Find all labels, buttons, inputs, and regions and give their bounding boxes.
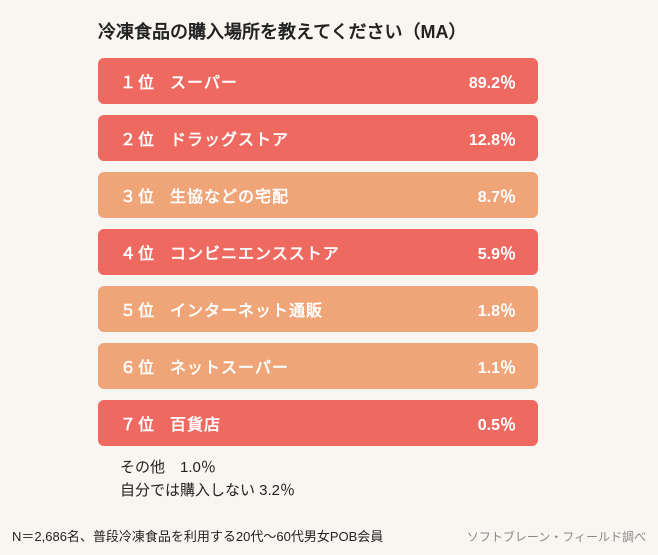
bar-rank: １位 [120,69,156,93]
notes: その他 1.0％ 自分では購入しない 3.2％ [120,457,658,502]
bar-label: 百貨店 [170,411,221,435]
bar-row: ６位ネットスーパー 1.1％ [98,343,538,389]
bar-label: ドラッグストア [170,126,289,150]
bar-label: スーパー [170,69,238,93]
bar-left: ７位百貨店 [120,411,221,435]
bar-rank: ７位 [120,411,156,435]
chart-title: 冷凍食品の購入場所を教えてください（MA） [98,18,658,44]
footer-right: ソフトブレーン・フィールド調べ [467,528,646,545]
bar-row: ３位生協などの宅配 8.7％ [98,172,538,218]
bar-left: ５位インターネット通販 [120,297,323,321]
bar-percent: 5.9％ [478,240,516,264]
bar-left: １位スーパー [120,69,238,93]
bar-row: ２位ドラッグストア 12.8％ [98,115,538,161]
bar-rank: ３位 [120,183,156,207]
note-line-2: 自分では購入しない 3.2％ [120,480,658,503]
bar-percent: 0.5％ [478,411,516,435]
bar-percent: 12.8％ [469,126,516,150]
bar-rank: ５位 [120,297,156,321]
bar-label: ネットスーパー [170,354,289,378]
bar-row: １位スーパー 89.2％ [98,58,538,104]
bar-percent: 8.7％ [478,183,516,207]
bar-rank: ４位 [120,240,156,264]
bar-list: １位スーパー 89.2％ ２位ドラッグストア 12.8％ ３位生協などの宅配 8.7％ ４位… [98,58,538,446]
bar-percent: 89.2％ [469,69,516,93]
footer-left: N＝2,686名、普段冷凍食品を利用する20代～60代男女POB会員 [12,526,383,545]
bar-left: ６位ネットスーパー [120,354,289,378]
bar-percent: 1.8％ [478,297,516,321]
bar-rank: ６位 [120,354,156,378]
bar-row: ７位百貨店 0.5％ [98,400,538,446]
bar-label: 生協などの宅配 [170,183,289,207]
bar-left: ３位生協などの宅配 [120,183,289,207]
bar-label: インターネット通販 [170,297,323,321]
bar-rank: ２位 [120,126,156,150]
note-line-1: その他 1.0％ [120,457,658,480]
bar-percent: 1.1％ [478,354,516,378]
bar-left: ２位ドラッグストア [120,126,289,150]
bar-label: コンビニエンスストア [170,240,340,264]
bar-left: ４位コンビニエンスストア [120,240,340,264]
bar-row: ４位コンビニエンスストア 5.9％ [98,229,538,275]
bar-row: ５位インターネット通販 1.8％ [98,286,538,332]
